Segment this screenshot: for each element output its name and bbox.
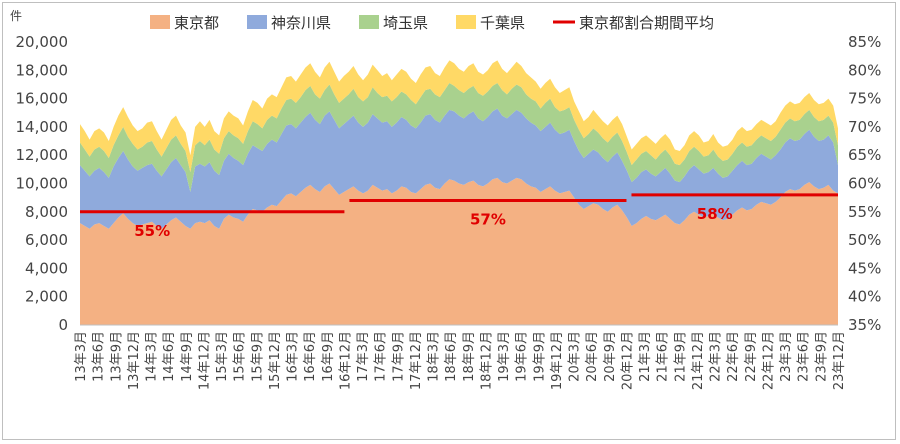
y-right-tick-label: 55% xyxy=(848,203,881,221)
y-left-tick-label: 0 xyxy=(58,316,68,334)
y-right-tick-label: 60% xyxy=(848,175,881,193)
y-right-tick-label: 65% xyxy=(848,146,881,164)
x-tick-label: 20年12月 xyxy=(620,331,635,390)
x-tick-label: 22年12月 xyxy=(761,331,776,390)
x-tick-label: 14年6月 xyxy=(162,331,177,382)
y-left-tick-label: 12,000 xyxy=(16,146,69,164)
y-right-tick-label: 45% xyxy=(848,259,881,277)
x-tick-label: 18年9月 xyxy=(462,331,477,382)
x-tick-label: 20年3月 xyxy=(568,331,583,382)
x-tick-label: 19年12月 xyxy=(550,331,565,390)
legend-label: 東京都 xyxy=(174,14,219,32)
x-tick-label: 16年3月 xyxy=(286,331,301,382)
x-tick-label: 21年6月 xyxy=(656,331,671,382)
x-tick-label: 21年3月 xyxy=(638,331,653,382)
legend: 東京都 神奈川県 埼玉県 千葉県 東京都割合期間平均 xyxy=(150,14,714,32)
y-right-tick-label: 80% xyxy=(848,61,881,79)
x-tick-label: 15年12月 xyxy=(268,331,283,390)
x-tick-label: 20年6月 xyxy=(585,331,600,382)
x-tick-label: 21年12月 xyxy=(691,331,706,390)
x-tick-label: 15年6月 xyxy=(233,331,248,382)
y-left-tick-label: 2,000 xyxy=(25,288,68,306)
legend-label: 埼玉県 xyxy=(383,14,428,32)
x-tick-label: 16年9月 xyxy=(321,331,336,382)
legend-swatch xyxy=(247,15,267,29)
x-tick-label: 14年9月 xyxy=(180,331,195,382)
x-tick-label: 16年6月 xyxy=(303,331,318,382)
average-lines: 55% 57% 58% xyxy=(80,193,838,240)
y-left-tick-label: 14,000 xyxy=(16,118,69,136)
y-left-tick-label: 18,000 xyxy=(16,61,69,79)
x-tick-label: 19年6月 xyxy=(515,331,530,382)
x-tick-label: 14年12月 xyxy=(197,331,212,390)
x-tick-label: 19年9月 xyxy=(532,331,547,382)
y-right-tick-label: 35% xyxy=(848,316,881,334)
x-tick-label: 17年3月 xyxy=(356,331,371,382)
x-tick-label: 23年6月 xyxy=(797,331,812,382)
x-tick-label: 23年12月 xyxy=(832,331,847,390)
legend-label: 千葉県 xyxy=(480,14,525,32)
area-series-2 xyxy=(80,108,838,229)
x-tick-label: 13年6月 xyxy=(92,331,107,382)
y-left-tick-label: 6,000 xyxy=(25,231,68,249)
x-tick-label: 13年9月 xyxy=(109,331,124,382)
x-tick-label: 13年3月 xyxy=(74,331,89,382)
area-series-4 xyxy=(80,60,838,173)
x-tick-label: 15年3月 xyxy=(215,331,230,382)
x-tick-label: 18年3月 xyxy=(427,331,442,382)
x-tick-label: 17年6月 xyxy=(374,331,389,382)
y-left-tick-label: 4,000 xyxy=(25,259,68,277)
average-label: 58% xyxy=(697,205,733,223)
x-tick-label: 14年3月 xyxy=(145,331,160,382)
legend-swatch xyxy=(150,15,170,29)
area-series-3 xyxy=(80,83,838,192)
x-tick-label: 13年12月 xyxy=(127,331,142,390)
x-tick-label: 18年12月 xyxy=(479,331,494,390)
y-right-tick-label: 70% xyxy=(848,118,881,136)
x-tick-label: 18年6月 xyxy=(444,331,459,382)
legend-label: 東京都割合期間平均 xyxy=(579,14,714,32)
average-label: 57% xyxy=(470,210,506,228)
unit-label: 件 xyxy=(10,9,22,23)
y-right-tick-label: 85% xyxy=(848,33,881,51)
x-tick-label: 16年12月 xyxy=(338,331,353,390)
area-series-1 xyxy=(80,177,838,325)
x-tick-label: 22年3月 xyxy=(709,331,724,382)
x-tick-label: 17年9月 xyxy=(391,331,406,382)
legend-label: 神奈川県 xyxy=(271,14,331,32)
y-right-tick-label: 40% xyxy=(848,288,881,306)
legend-swatch xyxy=(359,15,379,29)
area-series xyxy=(80,60,838,325)
y-left-tick-label: 20,000 xyxy=(16,33,69,51)
x-tick-label: 19年3月 xyxy=(497,331,512,382)
x-tick-label: 23年3月 xyxy=(779,331,794,382)
x-tick-label: 23年9月 xyxy=(814,331,829,382)
legend-swatch xyxy=(456,15,476,29)
x-tick-label: 17年12月 xyxy=(409,331,424,390)
x-tick-label: 20年9月 xyxy=(603,331,618,382)
x-tick-label: 22年6月 xyxy=(726,331,741,382)
x-tick-label: 22年9月 xyxy=(744,331,759,382)
y-left-tick-label: 16,000 xyxy=(16,90,69,108)
average-label: 55% xyxy=(134,222,170,240)
axes: 0 2,000 4,000 6,000 8,000 10,000 12,000 14,000 1… xyxy=(16,33,882,390)
y-right-tick-label: 75% xyxy=(848,90,881,108)
y-right-tick-label: 50% xyxy=(848,231,881,249)
y-left-tick-label: 8,000 xyxy=(25,203,68,221)
y-left-tick-label: 10,000 xyxy=(16,175,69,193)
x-tick-label: 15年9月 xyxy=(250,331,265,382)
x-tick-label: 21年9月 xyxy=(673,331,688,382)
